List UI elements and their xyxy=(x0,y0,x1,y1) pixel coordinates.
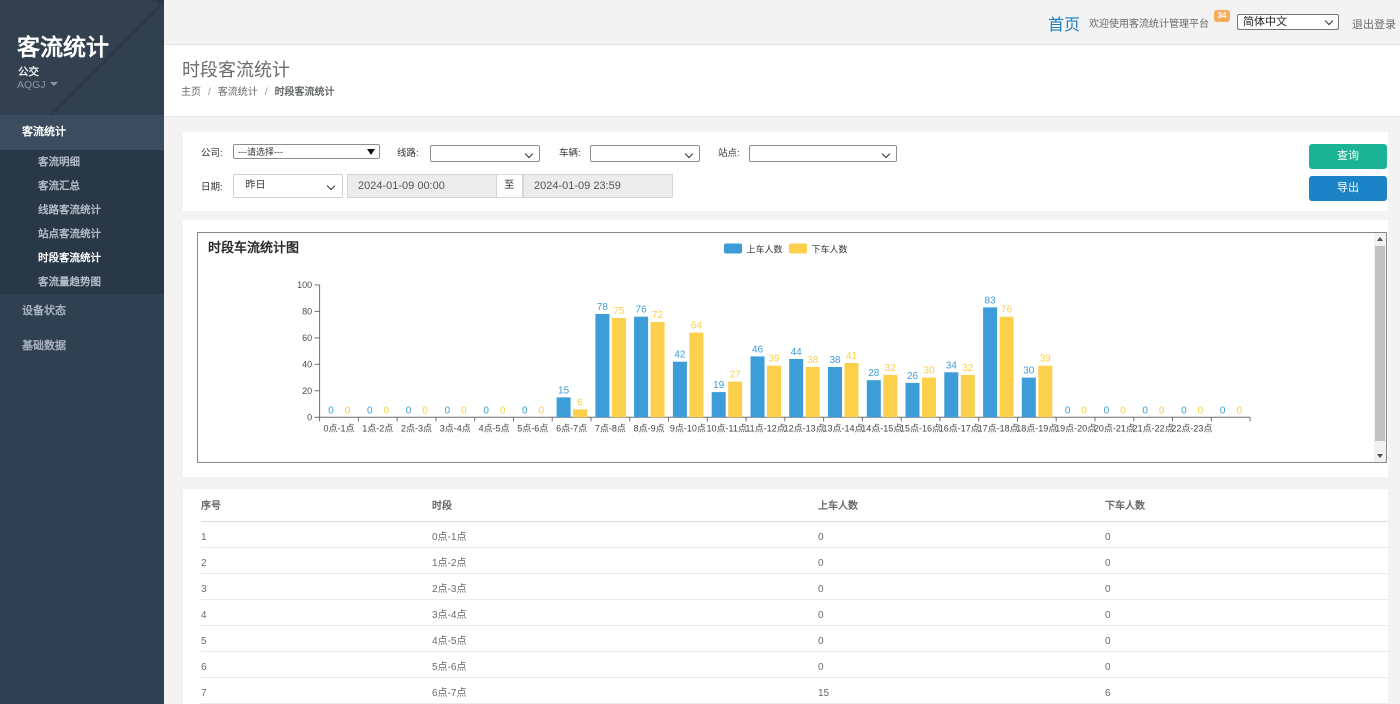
svg-text:72: 72 xyxy=(652,310,664,321)
svg-text:0: 0 xyxy=(307,413,312,423)
svg-text:100: 100 xyxy=(297,280,312,290)
svg-text:0: 0 xyxy=(1104,405,1110,416)
svg-text:下车人数: 下车人数 xyxy=(812,244,848,255)
svg-text:64: 64 xyxy=(691,321,703,332)
svg-text:30: 30 xyxy=(1023,366,1035,377)
svg-text:0: 0 xyxy=(1065,405,1071,416)
svg-text:22点-23点: 22点-23点 xyxy=(1171,423,1212,433)
svg-text:21点-22点: 21点-22点 xyxy=(1133,423,1174,433)
svg-text:17点-18点: 17点-18点 xyxy=(978,423,1019,433)
svg-text:76: 76 xyxy=(1001,305,1013,316)
svg-text:1点-2点: 1点-2点 xyxy=(362,423,393,433)
svg-text:6: 6 xyxy=(577,397,583,408)
svg-text:34: 34 xyxy=(946,360,958,371)
svg-text:27: 27 xyxy=(730,370,742,381)
svg-text:39: 39 xyxy=(1040,354,1052,365)
svg-text:60: 60 xyxy=(302,333,312,343)
svg-text:80: 80 xyxy=(302,307,312,317)
svg-text:32: 32 xyxy=(885,363,897,374)
svg-text:0: 0 xyxy=(1220,405,1226,416)
svg-text:42: 42 xyxy=(674,350,686,361)
svg-text:44: 44 xyxy=(791,347,803,358)
svg-text:39: 39 xyxy=(768,354,780,365)
svg-text:0: 0 xyxy=(522,405,528,416)
svg-text:4点-5点: 4点-5点 xyxy=(479,423,510,433)
svg-text:0: 0 xyxy=(483,405,489,416)
svg-text:10点-11点: 10点-11点 xyxy=(707,423,747,433)
svg-text:0: 0 xyxy=(461,405,467,416)
svg-text:0: 0 xyxy=(1159,405,1165,416)
svg-text:0: 0 xyxy=(1198,405,1204,416)
svg-text:12点-13点: 12点-13点 xyxy=(784,423,825,433)
svg-text:7点-8点: 7点-8点 xyxy=(595,423,626,433)
svg-text:75: 75 xyxy=(613,306,625,317)
svg-text:6点-7点: 6点-7点 xyxy=(556,423,587,433)
svg-text:16点-17点: 16点-17点 xyxy=(939,423,980,433)
svg-text:0: 0 xyxy=(1236,405,1242,416)
svg-text:上车人数: 上车人数 xyxy=(747,244,783,255)
svg-text:0: 0 xyxy=(500,405,506,416)
svg-text:78: 78 xyxy=(597,302,609,313)
svg-text:0: 0 xyxy=(1081,405,1087,416)
svg-text:14点-15点: 14点-15点 xyxy=(861,423,902,433)
svg-text:0: 0 xyxy=(406,405,412,416)
svg-text:0: 0 xyxy=(345,405,351,416)
svg-text:0: 0 xyxy=(1142,405,1148,416)
svg-text:0: 0 xyxy=(1120,405,1126,416)
svg-text:32: 32 xyxy=(962,363,974,374)
svg-text:26: 26 xyxy=(907,371,919,382)
svg-text:3点-4点: 3点-4点 xyxy=(440,423,471,433)
svg-text:8点-9点: 8点-9点 xyxy=(634,423,665,433)
svg-text:0: 0 xyxy=(1181,405,1187,416)
svg-text:28: 28 xyxy=(868,368,880,379)
svg-text:18点-19点: 18点-19点 xyxy=(1016,423,1057,433)
svg-text:19: 19 xyxy=(713,380,725,391)
svg-text:0: 0 xyxy=(328,405,334,416)
svg-text:5点-6点: 5点-6点 xyxy=(517,423,548,433)
svg-text:83: 83 xyxy=(985,295,997,306)
svg-text:40: 40 xyxy=(302,360,312,370)
svg-text:15点-16点: 15点-16点 xyxy=(900,423,941,433)
svg-text:76: 76 xyxy=(636,305,648,316)
svg-text:0: 0 xyxy=(367,405,373,416)
svg-text:38: 38 xyxy=(829,355,841,366)
svg-text:38: 38 xyxy=(807,355,819,366)
svg-text:0: 0 xyxy=(539,405,545,416)
svg-text:19点-20点: 19点-20点 xyxy=(1055,423,1096,433)
svg-text:13点-14点: 13点-14点 xyxy=(822,423,863,433)
svg-text:0: 0 xyxy=(445,405,451,416)
svg-text:2点-3点: 2点-3点 xyxy=(401,423,432,433)
svg-text:0点-1点: 0点-1点 xyxy=(323,423,354,433)
svg-text:30: 30 xyxy=(923,366,935,377)
svg-text:9点-10点: 9点-10点 xyxy=(670,423,706,433)
svg-text:0: 0 xyxy=(384,405,390,416)
svg-text:20: 20 xyxy=(302,386,312,396)
svg-text:11点-12点: 11点-12点 xyxy=(745,423,785,433)
svg-text:15: 15 xyxy=(558,385,570,396)
svg-text:41: 41 xyxy=(846,351,858,362)
svg-text:0: 0 xyxy=(422,405,428,416)
svg-text:46: 46 xyxy=(752,344,764,355)
svg-text:20点-21点: 20点-21点 xyxy=(1094,423,1135,433)
